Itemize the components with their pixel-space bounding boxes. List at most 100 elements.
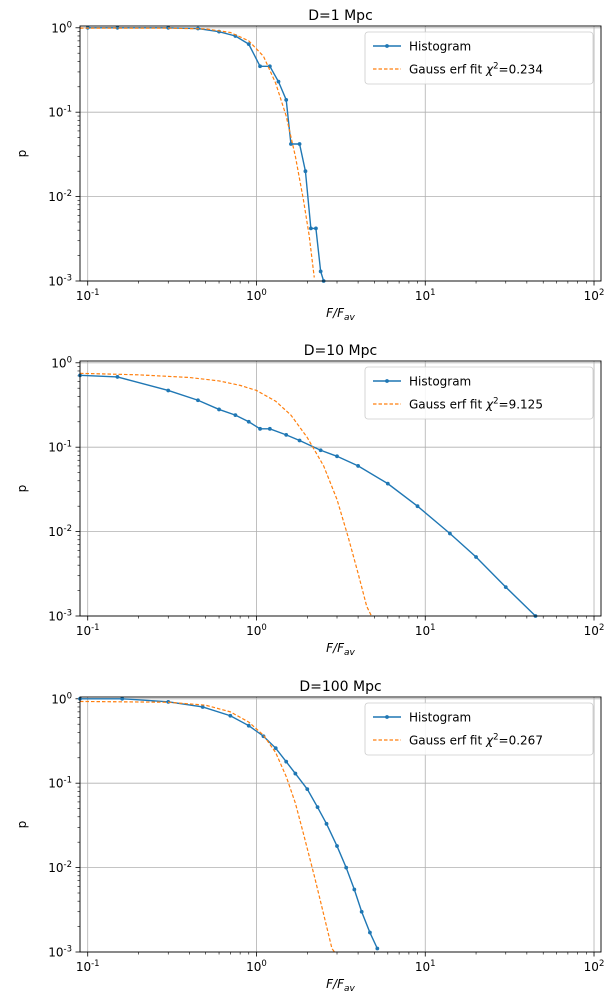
y-tick-label: 100 <box>51 691 72 706</box>
series-fit-line <box>80 372 372 616</box>
chart-panel-1: 10-1 100 101 102 10-3 10-2 10-1 100 D=1 Mpc F/Fav… <box>15 8 604 323</box>
legend-box <box>364 31 594 85</box>
data-point <box>297 438 302 443</box>
y-tick-label: 10-1 <box>48 440 72 455</box>
legend-fit-label: Gauss erf fit χ2=9.125 <box>409 397 543 412</box>
data-point <box>335 454 339 459</box>
data-point <box>200 705 205 709</box>
data-point <box>356 464 360 468</box>
legend-histogram-label: Histogram <box>409 40 471 54</box>
data-point <box>415 504 420 509</box>
series-fit-line <box>80 700 336 952</box>
x-tick-label: 102 <box>584 623 605 638</box>
series-histogram-line <box>80 374 536 616</box>
legend-histogram-marker <box>385 379 389 383</box>
data-point <box>359 909 364 914</box>
data-point <box>314 226 318 231</box>
data-point <box>305 787 310 792</box>
legend-fit-label: Gauss erf fit χ2=0.267 <box>409 733 543 748</box>
chart-panel-2: 10-1 100 101 102 10-3 10-2 10-1 100 D=10 Mpc F/Fa… <box>15 343 604 658</box>
y-axis-label: p <box>15 485 29 493</box>
series-histogram-line <box>80 698 378 949</box>
data-point <box>246 42 251 47</box>
y-axis-label: p <box>15 821 29 829</box>
data-point <box>166 388 171 393</box>
x-tick-label: 10-1 <box>76 959 100 974</box>
plot-frame <box>79 696 602 953</box>
y-tick-label: 10-3 <box>48 945 72 960</box>
data-point <box>217 407 221 412</box>
x-axis-label: F/Fav <box>326 306 355 323</box>
data-point <box>120 696 125 701</box>
plot-frame <box>79 25 602 282</box>
data-point <box>258 64 262 69</box>
data-point <box>474 555 478 559</box>
legend-histogram-label: Histogram <box>409 711 471 725</box>
x-tick-label: 100 <box>246 288 267 303</box>
data-point <box>228 713 233 718</box>
data-point <box>273 746 278 751</box>
x-tick-label: 100 <box>246 623 267 638</box>
data-point <box>352 887 357 892</box>
data-point <box>503 585 508 589</box>
data-point <box>284 759 289 764</box>
data-point <box>258 426 262 431</box>
data-point <box>293 771 298 776</box>
x-tick-label: 10-1 <box>76 623 100 638</box>
legend-box <box>364 702 594 756</box>
x-axis-label: F/Fav <box>326 641 355 658</box>
x-axis-label: F/Fav <box>326 977 355 993</box>
x-tick-label: 102 <box>584 288 605 303</box>
plot-frame <box>79 360 602 617</box>
data-point <box>233 413 238 418</box>
data-point <box>335 844 339 848</box>
data-point <box>246 419 251 424</box>
series-fit-line <box>80 27 315 278</box>
data-point <box>385 481 390 486</box>
data-point <box>315 805 320 810</box>
x-tick-label: 102 <box>584 959 605 974</box>
data-point <box>303 169 308 174</box>
x-tick-label: 10-1 <box>76 288 100 303</box>
y-tick-label: 100 <box>51 355 72 370</box>
y-axis-label: p <box>15 150 29 158</box>
legend: Histogram Gauss erf fit χ2=0.267 <box>364 702 594 756</box>
data-point <box>308 226 313 231</box>
data-point <box>246 723 251 728</box>
data-point <box>284 432 289 437</box>
data-point <box>267 426 272 431</box>
y-tick-label: 10-2 <box>48 189 72 204</box>
legend-histogram-label: Histogram <box>409 375 471 389</box>
legend-fit-label: Gauss erf fit χ2=0.234 <box>409 62 543 77</box>
x-tick-label: 101 <box>415 959 436 974</box>
y-tick-label: 100 <box>51 20 72 35</box>
legend-histogram-marker <box>385 44 389 48</box>
y-tick-label: 10-2 <box>48 860 72 875</box>
chart-title: D=1 Mpc <box>308 8 373 24</box>
x-tick-label: 101 <box>415 623 436 638</box>
series-histogram-line <box>87 27 325 281</box>
data-point <box>115 375 120 379</box>
data-point <box>297 142 302 146</box>
data-point <box>284 97 289 102</box>
y-tick-label: 10-3 <box>48 609 72 624</box>
chart-panel-3: 10-1 100 101 102 10-3 10-2 10-1 100 D=100 Mpc F/F… <box>15 679 604 993</box>
y-tick-label: 10-3 <box>48 274 72 289</box>
x-tick-label: 100 <box>246 959 267 974</box>
y-tick-label: 10-1 <box>48 776 72 791</box>
data-point <box>318 269 323 274</box>
data-point <box>448 531 452 536</box>
legend: Histogram Gauss erf fit χ2=0.234 <box>364 31 594 85</box>
data-point <box>344 865 349 870</box>
data-point <box>368 930 372 935</box>
chart-title: D=100 Mpc <box>299 679 381 695</box>
data-point <box>276 79 281 84</box>
data-point <box>196 398 200 403</box>
x-tick-label: 101 <box>415 288 436 303</box>
legend-histogram-marker <box>385 715 389 719</box>
data-point <box>318 448 323 453</box>
chart-title: D=10 Mpc <box>304 343 377 359</box>
data-point <box>375 946 380 951</box>
y-tick-label: 10-1 <box>48 105 72 120</box>
